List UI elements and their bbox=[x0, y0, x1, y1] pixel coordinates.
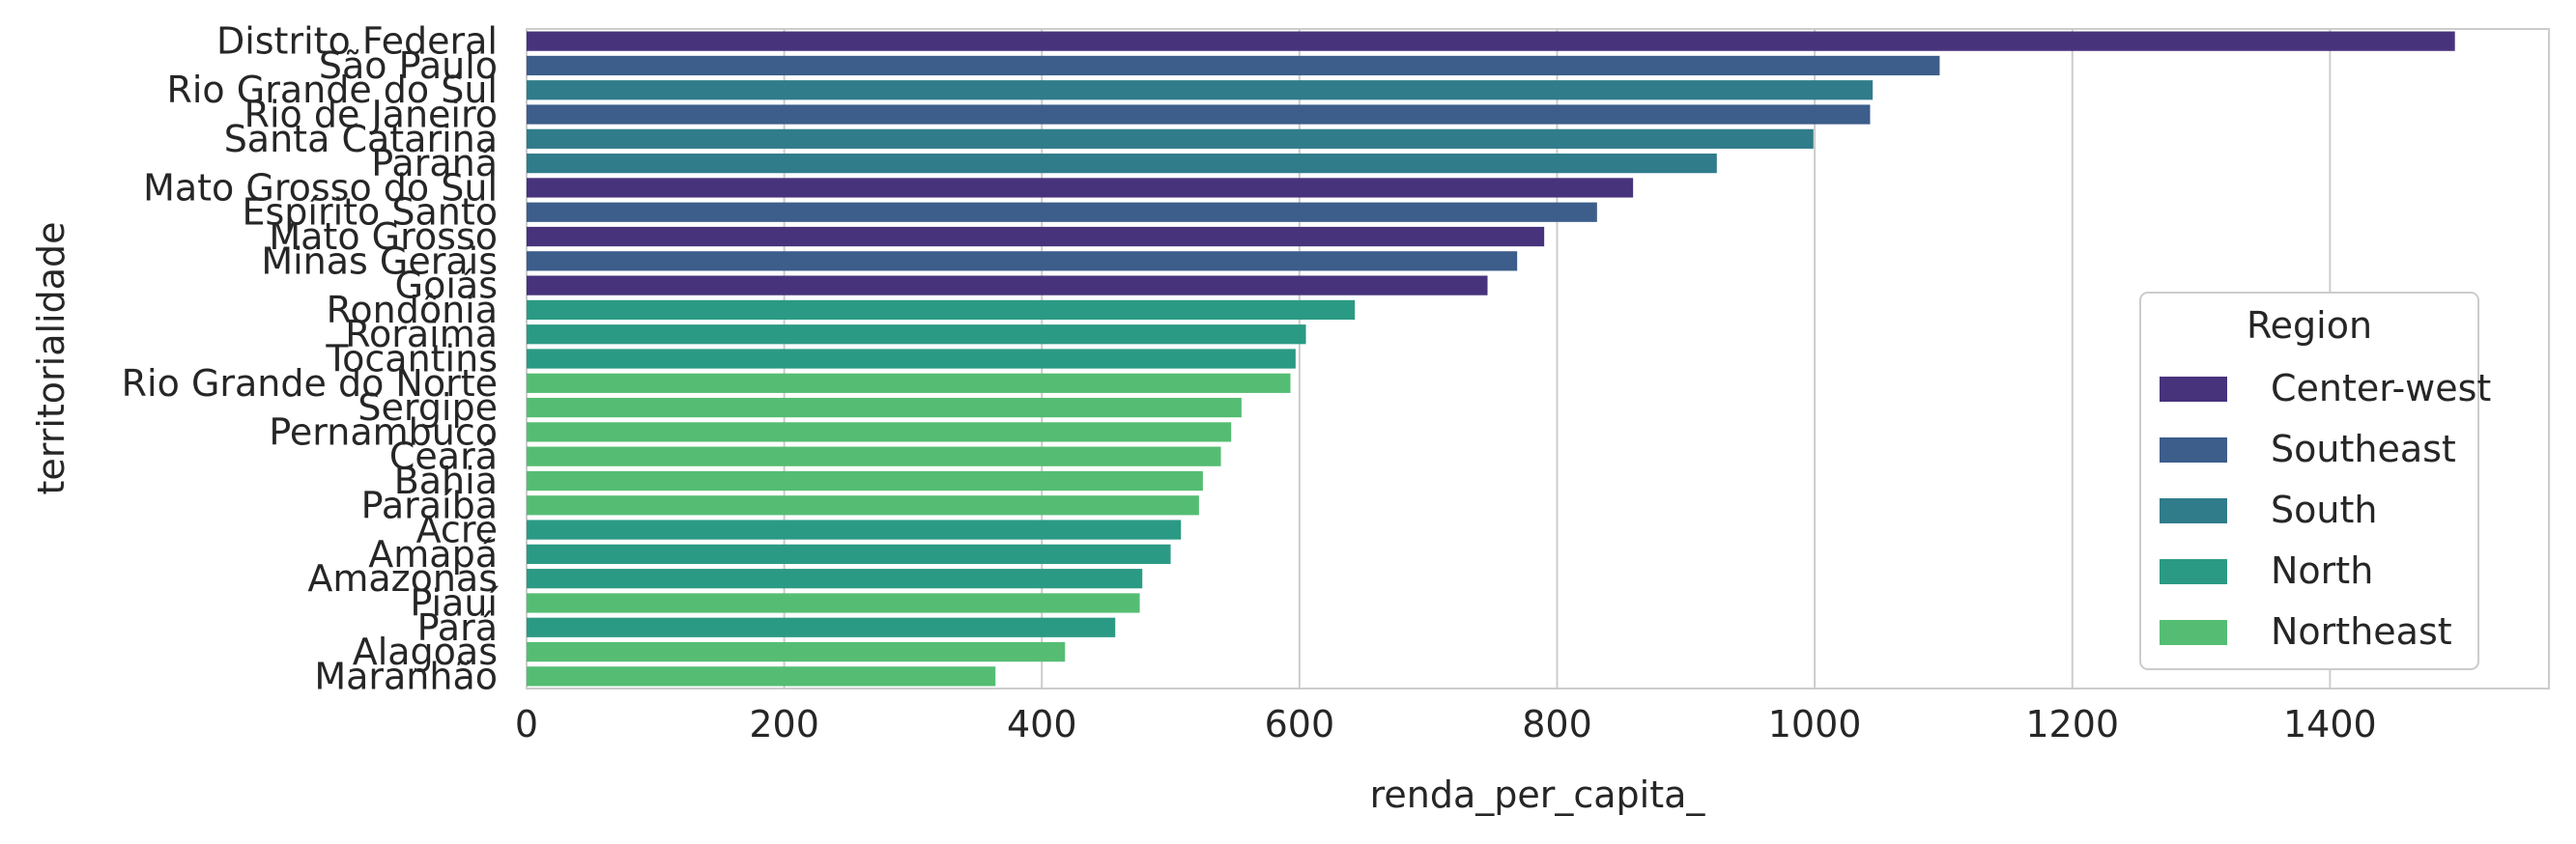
y-tick-label: Distrito Federal bbox=[216, 20, 498, 63]
bar bbox=[527, 593, 1140, 613]
y-tick-label: Amazonas bbox=[307, 557, 498, 600]
y-tick-label: Paraná bbox=[371, 142, 498, 184]
x-tick-labels: 0 200 400 600 800 1000 1200 1400 bbox=[515, 703, 2377, 746]
y-tick-label: Tocantins bbox=[325, 338, 498, 380]
bar bbox=[527, 324, 1306, 345]
bar bbox=[527, 349, 1296, 369]
bar bbox=[527, 299, 1356, 321]
y-tick-label: São Paulo bbox=[319, 44, 498, 87]
bar bbox=[527, 520, 1182, 540]
x-tick-label: 400 bbox=[1007, 703, 1077, 746]
y-tick-label: Minas Gerais bbox=[261, 239, 498, 282]
y-tick-label: Bahia bbox=[394, 460, 498, 502]
legend: Region Center-west Southeast South North Nor… bbox=[2139, 292, 2491, 670]
bar bbox=[527, 495, 1199, 516]
y-tick-label: Paraíba bbox=[361, 484, 498, 526]
bar bbox=[527, 104, 1871, 125]
x-axis-label: renda_per_capita_ bbox=[1370, 774, 1706, 816]
y-tick-label: Sergipe bbox=[358, 386, 498, 429]
y-tick-label: Santa Catarina bbox=[224, 118, 498, 160]
bar bbox=[527, 178, 1634, 198]
x-tick-label: 200 bbox=[749, 703, 819, 746]
x-tick-label: 1200 bbox=[2025, 703, 2119, 746]
legend-title: Region bbox=[2247, 304, 2372, 347]
bar bbox=[527, 251, 1518, 271]
y-tick-label: Mato Grosso bbox=[269, 215, 498, 258]
bar bbox=[527, 617, 1116, 637]
y-tick-label: Pará bbox=[417, 606, 498, 649]
y-tick-label: Goiás bbox=[395, 265, 498, 307]
y-tick-label: Pernambuco bbox=[269, 410, 498, 453]
y-tick-label: Alagoas bbox=[353, 631, 498, 673]
bars bbox=[527, 31, 2455, 687]
bar bbox=[527, 128, 1814, 149]
bar bbox=[527, 446, 1221, 466]
bar bbox=[527, 641, 1066, 662]
y-tick-label: Acre bbox=[416, 509, 498, 551]
legend-entries: Center-west Southeast South North Northeast bbox=[2160, 367, 2491, 653]
bar bbox=[527, 666, 996, 687]
bar bbox=[527, 55, 1940, 76]
y-tick-label: Rondônia bbox=[327, 289, 498, 331]
x-tick-label: 0 bbox=[515, 703, 538, 746]
legend-swatch bbox=[2160, 620, 2227, 645]
x-tick-label: 800 bbox=[1522, 703, 1592, 746]
x-tick-label: 1000 bbox=[1768, 703, 1862, 746]
y-tick-label: Maranhão bbox=[314, 655, 498, 697]
bar bbox=[527, 544, 1171, 564]
bar bbox=[527, 80, 1874, 100]
legend-swatch bbox=[2160, 559, 2227, 584]
x-tick-label: 1400 bbox=[2283, 703, 2377, 746]
legend-swatch bbox=[2160, 498, 2227, 523]
bar bbox=[527, 397, 1242, 418]
bar bbox=[527, 226, 1545, 247]
legend-swatch bbox=[2160, 437, 2227, 463]
bar bbox=[527, 154, 1717, 174]
legend-swatch bbox=[2160, 377, 2227, 402]
legend-label: North bbox=[2271, 549, 2373, 592]
y-tick-label: Ceará bbox=[389, 436, 498, 478]
legend-label: Northeast bbox=[2271, 610, 2452, 653]
y-tick-label: Espírito Santo bbox=[242, 191, 498, 234]
y-tick-label: Rio Grande do Sul bbox=[166, 69, 498, 111]
y-tick-label: Roraima bbox=[345, 313, 498, 355]
legend-label: South bbox=[2271, 489, 2377, 531]
bar bbox=[527, 569, 1143, 589]
bar bbox=[527, 373, 1291, 393]
y-axis-label: territorialidade bbox=[30, 221, 72, 494]
bar bbox=[527, 202, 1597, 222]
bar bbox=[527, 470, 1203, 492]
x-tick-label: 600 bbox=[1265, 703, 1335, 746]
y-tick-label: Rio Grande do Norte bbox=[122, 362, 498, 405]
bar bbox=[527, 275, 1488, 295]
bar bbox=[527, 31, 2455, 51]
y-tick-label: Mato Grosso do Sul bbox=[143, 166, 498, 209]
bar bbox=[527, 422, 1232, 442]
legend-label: Center-west bbox=[2271, 367, 2491, 409]
y-tick-label: Piauí bbox=[410, 581, 499, 624]
y-tick-label: Rio de Janeiro bbox=[244, 94, 498, 136]
legend-label: Southeast bbox=[2271, 428, 2456, 470]
y-tick-label: Amapá bbox=[368, 533, 498, 576]
